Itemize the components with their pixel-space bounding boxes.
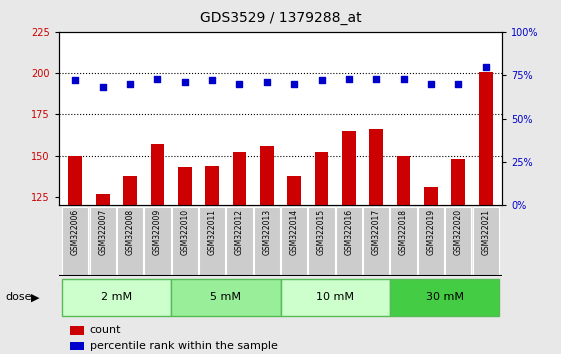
Point bbox=[263, 79, 272, 85]
Point bbox=[481, 64, 490, 69]
Text: GDS3529 / 1379288_at: GDS3529 / 1379288_at bbox=[200, 11, 361, 25]
Text: GSM322011: GSM322011 bbox=[208, 209, 217, 255]
Bar bbox=[96, 194, 109, 205]
Text: GSM322009: GSM322009 bbox=[153, 209, 162, 255]
Bar bbox=[479, 72, 493, 205]
Point bbox=[426, 81, 435, 87]
Bar bbox=[472, 207, 499, 275]
Bar bbox=[280, 279, 390, 316]
Text: GSM322020: GSM322020 bbox=[454, 209, 463, 255]
Point bbox=[153, 76, 162, 81]
Bar bbox=[68, 156, 82, 205]
Text: GSM322008: GSM322008 bbox=[126, 209, 135, 255]
Text: count: count bbox=[90, 325, 121, 335]
Bar bbox=[260, 146, 274, 205]
Point bbox=[180, 79, 189, 85]
Bar bbox=[172, 207, 198, 275]
Text: ▶: ▶ bbox=[31, 292, 39, 302]
Bar bbox=[199, 207, 225, 275]
Point bbox=[372, 76, 381, 81]
Bar bbox=[369, 129, 383, 205]
Bar bbox=[445, 207, 471, 275]
Text: GSM322017: GSM322017 bbox=[372, 209, 381, 255]
Bar bbox=[390, 207, 417, 275]
Text: 10 mM: 10 mM bbox=[316, 292, 354, 302]
Bar bbox=[309, 207, 335, 275]
Bar bbox=[178, 167, 192, 205]
Bar bbox=[390, 279, 499, 316]
Text: GSM322018: GSM322018 bbox=[399, 209, 408, 255]
Bar bbox=[363, 207, 389, 275]
Bar bbox=[452, 159, 465, 205]
Bar bbox=[233, 153, 246, 205]
Bar bbox=[62, 279, 171, 316]
Text: GSM322021: GSM322021 bbox=[481, 209, 490, 255]
Text: 2 mM: 2 mM bbox=[101, 292, 132, 302]
Point bbox=[399, 76, 408, 81]
Text: GSM322012: GSM322012 bbox=[235, 209, 244, 255]
Text: 5 mM: 5 mM bbox=[210, 292, 241, 302]
Text: GSM322010: GSM322010 bbox=[180, 209, 189, 255]
Bar bbox=[287, 176, 301, 205]
Bar bbox=[424, 187, 438, 205]
Point bbox=[71, 78, 80, 83]
Bar bbox=[254, 207, 280, 275]
Bar bbox=[226, 207, 252, 275]
Bar bbox=[90, 207, 116, 275]
Bar bbox=[397, 156, 411, 205]
Text: GSM322019: GSM322019 bbox=[426, 209, 435, 255]
Text: percentile rank within the sample: percentile rank within the sample bbox=[90, 341, 278, 351]
Point bbox=[344, 76, 353, 81]
Text: GSM322014: GSM322014 bbox=[289, 209, 298, 255]
Bar bbox=[117, 207, 143, 275]
Text: GSM322007: GSM322007 bbox=[98, 209, 107, 255]
Bar bbox=[205, 166, 219, 205]
Bar bbox=[418, 207, 444, 275]
Bar bbox=[62, 207, 89, 275]
Bar bbox=[144, 207, 171, 275]
Point bbox=[126, 81, 135, 87]
Text: GSM322016: GSM322016 bbox=[344, 209, 353, 255]
Bar bbox=[281, 207, 307, 275]
Point bbox=[317, 78, 326, 83]
Text: 30 mM: 30 mM bbox=[426, 292, 463, 302]
Bar bbox=[315, 153, 328, 205]
Text: dose: dose bbox=[6, 292, 32, 302]
Point bbox=[98, 85, 107, 90]
Point bbox=[289, 81, 298, 87]
Bar bbox=[123, 176, 137, 205]
Bar bbox=[342, 131, 356, 205]
Bar bbox=[336, 207, 362, 275]
Bar bbox=[171, 279, 280, 316]
Point bbox=[208, 78, 217, 83]
Bar bbox=[150, 144, 164, 205]
Point bbox=[454, 81, 463, 87]
Text: GSM322006: GSM322006 bbox=[71, 209, 80, 255]
Text: GSM322013: GSM322013 bbox=[263, 209, 272, 255]
Point bbox=[235, 81, 244, 87]
Text: GSM322015: GSM322015 bbox=[317, 209, 326, 255]
